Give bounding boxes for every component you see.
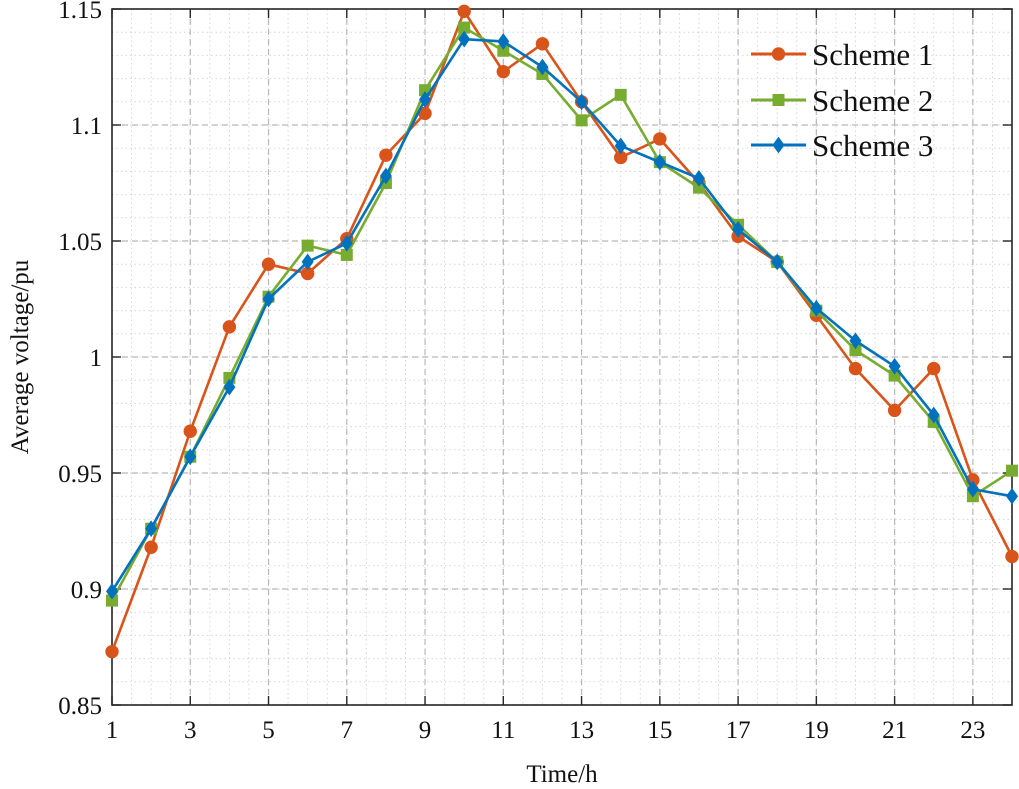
data-point — [653, 153, 666, 171]
y-tick-label: 1.05 — [58, 229, 102, 256]
data-point — [692, 170, 705, 187]
data-point — [340, 234, 353, 252]
data-point — [457, 4, 471, 19]
y-tick-label: 1.1 — [71, 113, 102, 140]
data-point — [966, 480, 979, 498]
y-tick-label: 0.85 — [58, 693, 102, 720]
x-tick-label: 15 — [647, 717, 672, 744]
data-point — [771, 253, 784, 271]
data-point — [575, 114, 588, 127]
data-point — [458, 30, 471, 48]
x-tick-label: 17 — [726, 717, 751, 744]
data-point — [262, 290, 275, 308]
series-line — [110, 37, 1013, 593]
legend-label: Scheme 2 — [812, 83, 933, 118]
data-point — [261, 257, 276, 271]
data-point — [888, 357, 901, 375]
data-point — [419, 91, 432, 108]
legend-marker — [771, 47, 786, 61]
data-point — [496, 64, 511, 79]
data-point — [183, 424, 197, 438]
legend-label: Scheme 1 — [812, 37, 933, 72]
data-point — [887, 403, 902, 418]
data-point — [222, 320, 237, 334]
x-tick-label: 5 — [262, 717, 275, 744]
data-point — [1006, 464, 1018, 477]
series-line — [110, 26, 1013, 602]
data-point — [105, 582, 119, 600]
data-point — [144, 540, 158, 554]
series-line — [110, 10, 1014, 653]
legend-marker — [772, 136, 785, 154]
x-tick-label: 23 — [960, 717, 985, 744]
data-point — [1005, 487, 1019, 505]
data-point — [301, 239, 314, 252]
data-point — [810, 299, 823, 317]
x-tick-label: 21 — [882, 717, 907, 744]
legend-item: Scheme 2 — [751, 83, 933, 118]
x-tick-label: 1 — [106, 717, 119, 744]
legend: Scheme 1 Scheme 2 Scheme 3 — [751, 37, 933, 163]
data-point — [535, 37, 550, 51]
data-point — [927, 361, 941, 376]
x-tick-label: 7 — [341, 717, 354, 744]
data-point — [732, 221, 745, 238]
data-point — [653, 132, 667, 146]
x-tick-label: 11 — [491, 717, 515, 744]
data-point — [927, 406, 940, 424]
data-point — [614, 137, 627, 155]
data-point — [379, 167, 392, 185]
legend-item: Scheme 1 — [751, 37, 933, 72]
x-tick-label: 19 — [804, 717, 829, 744]
data-point — [105, 644, 119, 659]
data-point — [575, 93, 588, 111]
y-axis-label: Average voltage/pu — [7, 259, 34, 454]
data-point — [849, 332, 862, 350]
legend-marker — [772, 94, 785, 106]
data-point — [497, 33, 510, 50]
data-point — [379, 148, 393, 162]
y-tick-label: 1.15 — [58, 0, 102, 24]
data-point — [536, 58, 549, 76]
y-tick-label: 0.95 — [58, 461, 102, 488]
y-tick-label: 0.9 — [71, 577, 102, 604]
x-tick-label: 13 — [569, 717, 594, 744]
series-3 — [105, 30, 1019, 600]
data-point — [223, 378, 236, 396]
data-point — [848, 361, 863, 376]
data-point — [614, 88, 627, 101]
data-point — [301, 253, 314, 271]
x-axis-label: Time/h — [526, 761, 598, 788]
data-point — [145, 520, 158, 538]
legend-item: Scheme 3 — [751, 128, 933, 163]
legend-label: Scheme 3 — [812, 128, 933, 163]
x-tick-label: 3 — [184, 717, 197, 744]
y-tick-label: 1 — [90, 345, 103, 372]
x-tick-label: 9 — [419, 717, 432, 744]
data-point — [1005, 549, 1019, 564]
data-point — [184, 448, 197, 466]
